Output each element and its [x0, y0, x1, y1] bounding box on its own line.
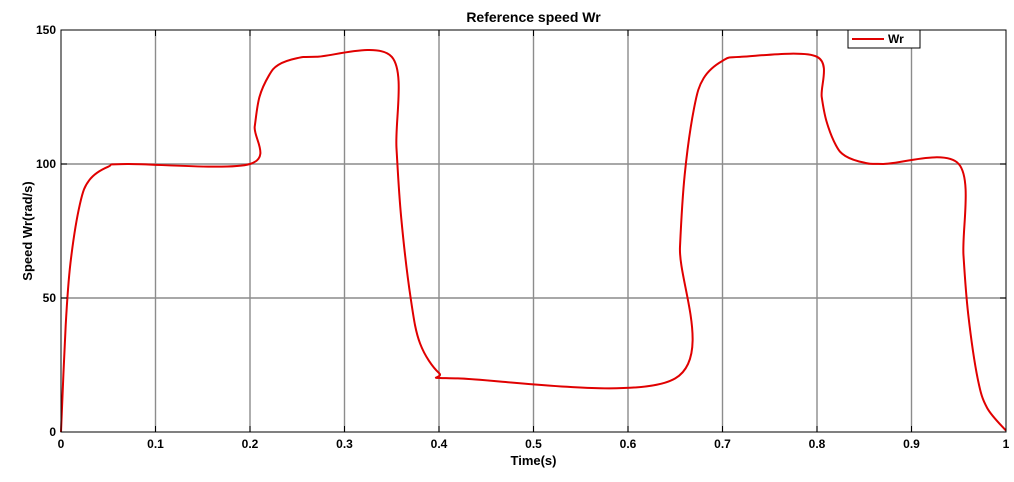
- x-tick-label: 0.2: [242, 437, 259, 451]
- y-tick-label: 100: [36, 157, 56, 171]
- x-tick-label: 0.3: [336, 437, 353, 451]
- legend-entry-wr: Wr: [888, 32, 904, 46]
- y-tick-label: 0: [49, 425, 56, 439]
- x-tick-label: 1: [1003, 437, 1010, 451]
- ticks: 0 0.1 0.2 0.3 0.4 0.5 0.6 0.7 0.8 0.9 1 0 50 100 150: [36, 23, 1010, 451]
- y-tick-label: 150: [36, 23, 56, 37]
- x-axis-label: Time(s): [511, 453, 557, 468]
- x-tick-label: 0.6: [620, 437, 637, 451]
- x-tick-label: 0.1: [147, 437, 164, 451]
- x-tick-label: 0.4: [431, 437, 448, 451]
- chart-title: Reference speed Wr: [466, 9, 601, 25]
- series-layer: [60, 49, 1007, 433]
- x-tick-label: 0.7: [714, 437, 731, 451]
- y-axis-label: Speed Wr(rad/s): [20, 181, 35, 280]
- y-tick-label: 50: [43, 291, 57, 305]
- x-tick-label: 0: [58, 437, 65, 451]
- series-line-wr: [60, 49, 1007, 433]
- x-tick-label: 0.9: [903, 437, 920, 451]
- grid: [61, 30, 1006, 432]
- x-tick-label: 0.5: [525, 437, 542, 451]
- legend: Wr: [847, 29, 921, 49]
- x-tick-label: 0.8: [809, 437, 826, 451]
